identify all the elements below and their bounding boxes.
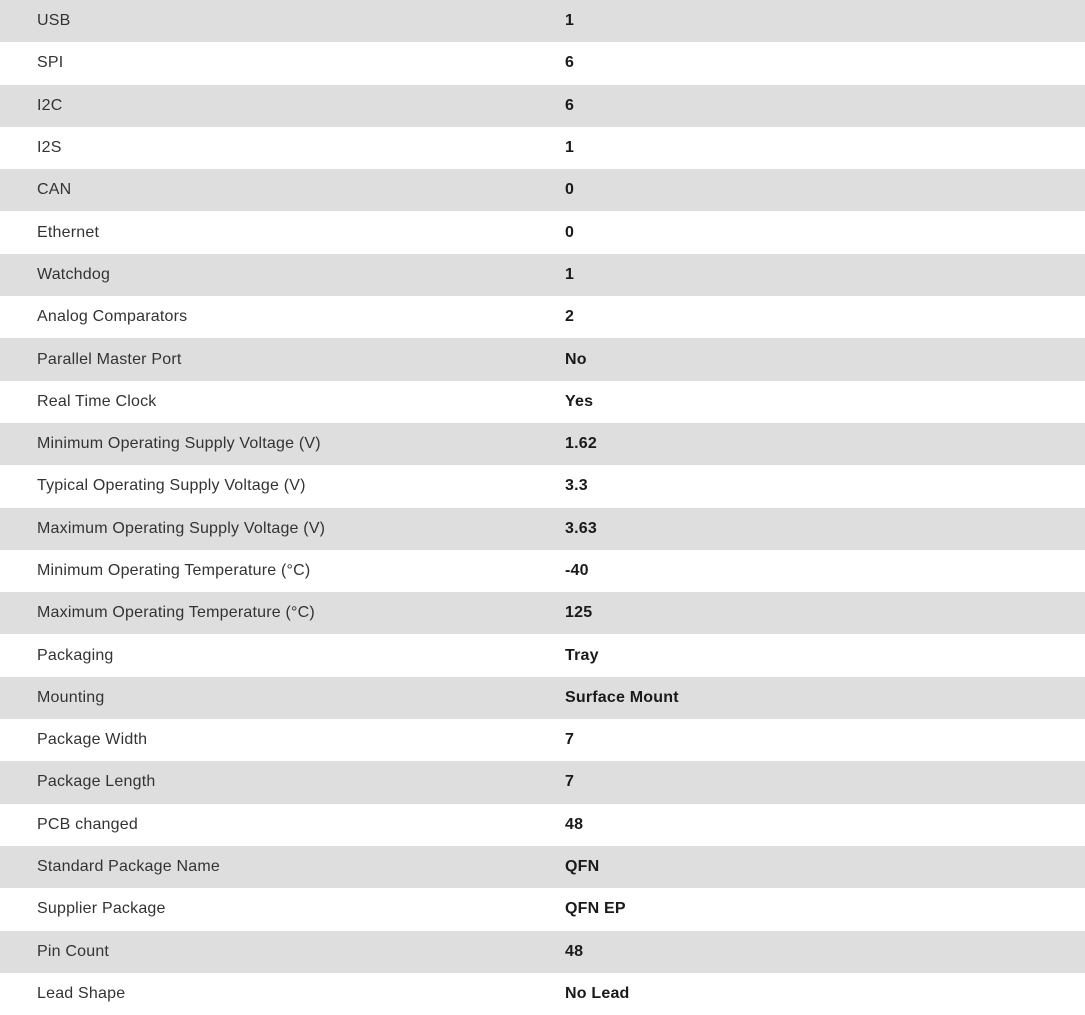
- spec-label: Pin Count: [37, 942, 110, 960]
- spec-value: No: [565, 350, 587, 368]
- spec-label: SPI: [37, 54, 64, 72]
- spec-label: Minimum Operating Supply Voltage (V): [37, 435, 321, 453]
- spec-row: I2C 6: [0, 84, 1085, 127]
- spec-value: 125: [565, 604, 593, 622]
- spec-value: 7: [565, 731, 575, 749]
- spec-value: 1: [565, 265, 575, 283]
- spec-row: Mounting Surface Mount: [0, 676, 1085, 720]
- spec-label: Mounting: [37, 688, 105, 706]
- spec-label: I2C: [37, 96, 63, 114]
- spec-row: Supplier Package QFN EP: [0, 888, 1085, 931]
- spec-row: SPI 6: [0, 42, 1085, 85]
- spec-row: Typical Operating Supply Voltage (V) 3.3: [0, 465, 1085, 508]
- spec-label: Typical Operating Supply Voltage (V): [37, 477, 306, 495]
- spec-row: Ethernet 0: [0, 211, 1085, 254]
- spec-value: No Lead: [565, 984, 630, 1002]
- spec-label: Package Length: [37, 773, 156, 791]
- spec-value: 3.63: [565, 519, 597, 537]
- spec-label: Supplier Package: [37, 900, 166, 918]
- spec-value: 0: [565, 181, 575, 199]
- spec-value: QFN EP: [565, 900, 626, 918]
- spec-label: CAN: [37, 181, 72, 199]
- spec-value: 2: [565, 308, 575, 326]
- spec-row: Minimum Operating Temperature (°C) -40: [0, 549, 1085, 593]
- spec-value: -40: [565, 562, 589, 579]
- spec-value: 6: [565, 96, 575, 114]
- spec-row: Minimum Operating Supply Voltage (V) 1.6…: [0, 422, 1085, 466]
- spec-value: 6: [565, 54, 575, 72]
- spec-value: Tray: [565, 646, 599, 664]
- spec-row: Packaging Tray: [0, 634, 1085, 677]
- spec-label: I2S: [37, 139, 62, 157]
- spec-label: USB: [37, 12, 71, 30]
- spec-row: Maximum Operating Temperature (°C) 125: [0, 592, 1085, 635]
- spec-value: 1.62: [565, 435, 597, 453]
- spec-row: Maximum Operating Supply Voltage (V) 3.6…: [0, 507, 1085, 550]
- spec-value: 7: [565, 773, 575, 791]
- spec-row: Watchdog 1: [0, 253, 1085, 297]
- spec-value: 0: [565, 223, 575, 241]
- spec-row: CAN 0: [0, 169, 1085, 212]
- spec-label: PCB changed: [37, 815, 138, 833]
- spec-label: Real Time Clock: [37, 392, 157, 410]
- spec-row: Real Time Clock Yes: [0, 380, 1085, 423]
- spec-label: Watchdog: [37, 265, 111, 283]
- spec-value: Surface Mount: [565, 688, 679, 706]
- spec-row: PCB changed 48: [0, 803, 1085, 846]
- spec-value: 48: [565, 815, 584, 833]
- spec-label: Lead Shape: [37, 984, 126, 1002]
- spec-value: 3.3: [565, 477, 588, 495]
- spec-label: Maximum Operating Supply Voltage (V): [37, 519, 326, 537]
- spec-label: Ethernet: [37, 223, 100, 241]
- spec-row: Analog Comparators 2: [0, 296, 1085, 339]
- spec-row: Package Length 7: [0, 761, 1085, 804]
- spec-value: 48: [565, 942, 584, 960]
- spec-value: QFN: [565, 858, 600, 876]
- spec-row: Standard Package Name QFN: [0, 845, 1085, 889]
- spec-label: Package Width: [37, 731, 148, 749]
- spec-label: Analog Comparators: [37, 308, 188, 326]
- spec-row: Parallel Master Port No: [0, 338, 1085, 381]
- spec-row: USB 1: [0, 0, 1085, 43]
- spec-row: Lead Shape No Lead: [0, 972, 1085, 1015]
- spec-row: I2S 1: [0, 126, 1085, 170]
- spec-label: Standard Package Name: [37, 858, 220, 876]
- spec-label: Maximum Operating Temperature (°C): [37, 604, 315, 622]
- spec-value: Yes: [565, 392, 594, 410]
- spec-value: 1: [565, 12, 575, 30]
- spec-row: Pin Count 48: [0, 930, 1085, 973]
- spec-row: Package Width 7: [0, 719, 1085, 762]
- spec-label: Parallel Master Port: [37, 350, 182, 368]
- spec-value: 1: [565, 139, 575, 157]
- spec-label: Packaging: [37, 646, 114, 664]
- spec-label: Minimum Operating Temperature (°C): [37, 562, 311, 579]
